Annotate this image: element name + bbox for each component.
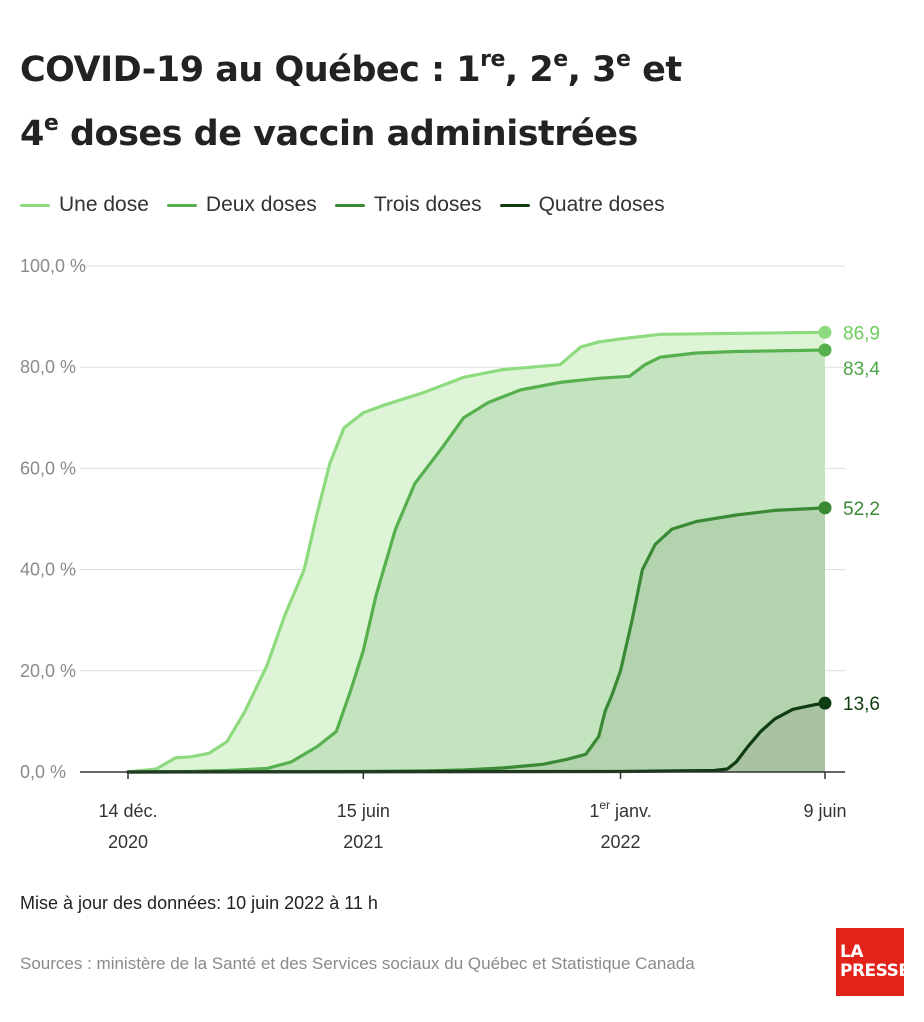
area-chart: 0,0 % 20,0 % 40,0 % 60,0 % 80,0 % 100,0 % 86,9… xyxy=(20,256,880,852)
x-tick-year-label: 2021 xyxy=(343,832,383,852)
legend-swatch xyxy=(334,203,365,207)
line-deux-doses xyxy=(126,348,827,774)
title-sup-2: e xyxy=(553,47,568,73)
y-tick-label: 0,0 % xyxy=(20,762,66,782)
title-sup-1: re xyxy=(480,47,505,73)
chart-title: COVID-19 au Québec : 1re, 2e, 3e et 4e do… xyxy=(20,38,900,166)
line-trois-doses xyxy=(126,506,827,774)
legend-label: Deux doses xyxy=(205,193,317,216)
x-tick-label: 9 juin xyxy=(803,801,846,821)
title-part-3: , 3 xyxy=(567,50,617,90)
legend-item-une-dose: Une dose xyxy=(20,193,149,217)
end-point-trois-doses xyxy=(818,501,832,515)
line-une-dose xyxy=(126,330,827,774)
end-label-deux-doses: 83,4 xyxy=(843,359,880,380)
logo-line-1: LA xyxy=(840,942,864,962)
end-label-une-dose: 86,9 xyxy=(843,323,880,344)
legend-item-trois-doses: Trois doses xyxy=(334,193,482,217)
title-part-1: COVID-19 au Québec : 1 xyxy=(20,50,481,90)
legend-label: Quatre doses xyxy=(538,193,665,216)
y-tick-label: 80,0 % xyxy=(20,357,76,377)
la-presse-logo: LA PRESSE xyxy=(836,928,910,996)
legend-swatch xyxy=(499,203,530,207)
chart-legend: Une dose Deux doses Trois doses Quatre dose… xyxy=(20,190,683,220)
y-tick-label: 20,0 % xyxy=(20,661,76,681)
source-note: Sources : ministère de la Santé et des S… xyxy=(20,954,695,973)
legend-swatch xyxy=(166,203,197,207)
x-tick-label: 14 déc. xyxy=(98,801,157,821)
y-tick-label: 40,0 % xyxy=(20,560,76,580)
legend-label: Trois doses xyxy=(373,193,482,216)
x-tick-year-label: 2022 xyxy=(601,832,641,852)
x-tick-label: 15 juin xyxy=(337,801,390,821)
title-part-2: , 2 xyxy=(504,50,554,90)
legend-label: Une dose xyxy=(59,193,149,216)
legend-swatch xyxy=(20,203,50,207)
y-tick-label: 60,0 % xyxy=(20,458,76,478)
title-sup-5: e xyxy=(43,111,59,137)
y-tick-label: 100,0 % xyxy=(20,256,86,276)
logo-line-2: PRESSE xyxy=(840,961,910,981)
title-part-5: 4 xyxy=(20,114,44,154)
legend-item-deux-doses: Deux doses xyxy=(166,193,317,217)
legend-item-quatre-doses: Quatre doses xyxy=(499,193,665,217)
x-tick-label: 1er janv. xyxy=(589,798,651,821)
end-label-quatre-doses: 13,6 xyxy=(843,694,880,715)
title-part-4: et xyxy=(630,50,682,90)
title-sup-3: e xyxy=(616,47,631,73)
end-point-deux-doses xyxy=(818,343,832,357)
area-quatre-doses xyxy=(128,703,825,772)
area-trois-doses xyxy=(128,507,825,772)
line-quatre-doses xyxy=(126,701,827,774)
title-part-6: doses de vaccin administrées xyxy=(58,114,638,154)
end-point-une-dose xyxy=(818,325,832,339)
update-note: Mise à jour des données: 10 juin 2022 à … xyxy=(20,893,378,913)
end-label-trois-doses: 52,2 xyxy=(843,499,880,520)
x-tick-year-label: 2020 xyxy=(108,832,148,852)
end-point-quatre-doses xyxy=(818,696,832,710)
